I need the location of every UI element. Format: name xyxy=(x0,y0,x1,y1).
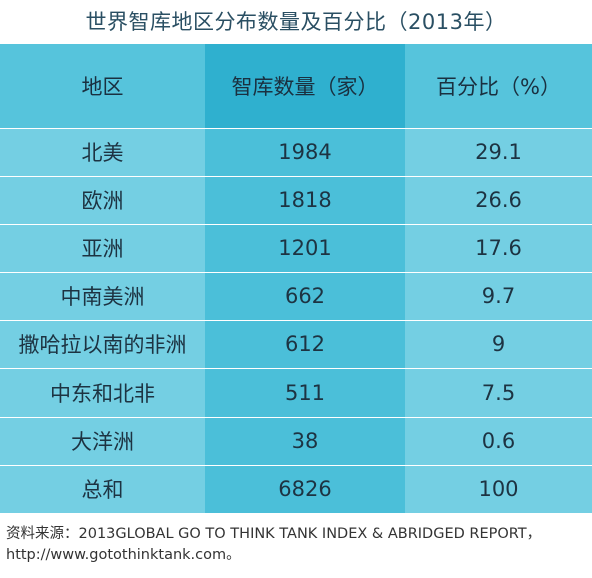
table-row: 欧洲 1818 26.6 xyxy=(0,176,592,226)
cell-percent: 29.1 xyxy=(475,140,522,165)
cell-count: 1984 xyxy=(278,140,332,165)
table-title: 世界智库地区分布数量及百分比（2013年） xyxy=(85,10,507,34)
data-table: 地区 智库数量（家） 百分比（%） 北美 1984 29.1 欧洲 1818 26.6 亚洲… xyxy=(0,44,592,513)
cell-region: 亚洲 xyxy=(81,237,124,262)
cell-percent: 0.6 xyxy=(481,428,516,453)
cell-percent: 100 xyxy=(478,476,519,501)
header-region: 地区 xyxy=(81,75,124,99)
table-row: 中南美洲 662 9.7 xyxy=(0,272,592,322)
cell-percent: 9 xyxy=(491,332,506,357)
cell-percent: 7.5 xyxy=(481,380,516,405)
cell-count: 6826 xyxy=(278,476,332,501)
cell-region: 大洋洲 xyxy=(71,429,134,454)
source-line-2: http://www.gotothinktank.com。 xyxy=(6,547,241,563)
header-percent: 百分比（%） xyxy=(436,75,561,99)
cell-count: 612 xyxy=(284,332,326,357)
table-row: 撒哈拉以南的非洲 612 9 xyxy=(0,320,592,370)
header-count: 智库数量（家） xyxy=(231,75,379,99)
table-header-row: 地区 智库数量（家） 百分比（%） xyxy=(0,44,592,129)
cell-region: 中南美洲 xyxy=(60,285,145,310)
table-row: 中东和北非 511 7.5 xyxy=(0,369,592,418)
cell-region: 撒哈拉以南的非洲 xyxy=(18,333,187,358)
header-background xyxy=(0,44,592,128)
cell-region: 北美 xyxy=(81,141,124,166)
cell-percent: 17.6 xyxy=(475,236,522,261)
table-row: 北美 1984 29.1 xyxy=(0,128,592,178)
cell-percent: 26.6 xyxy=(475,188,522,213)
cell-percent: 9.7 xyxy=(481,284,516,309)
table-row: 亚洲 1201 17.6 xyxy=(0,224,592,274)
cell-count: 38 xyxy=(291,428,319,453)
table-row: 总和 6826 100 xyxy=(0,465,592,513)
cell-count: 1201 xyxy=(278,236,332,261)
source-line-1: 资料来源：2013GLOBAL GO TO THINK TANK INDEX &… xyxy=(6,526,542,542)
source-note: 资料来源：2013GLOBAL GO TO THINK TANK INDEX &… xyxy=(6,524,588,566)
cell-count: 511 xyxy=(284,380,326,405)
cell-count: 1818 xyxy=(278,188,332,213)
cell-region: 欧洲 xyxy=(81,189,124,214)
cell-count: 662 xyxy=(284,284,326,309)
cell-region: 中东和北非 xyxy=(50,381,155,406)
cell-region: 总和 xyxy=(81,477,124,502)
table-row: 大洋洲 38 0.6 xyxy=(0,417,592,466)
